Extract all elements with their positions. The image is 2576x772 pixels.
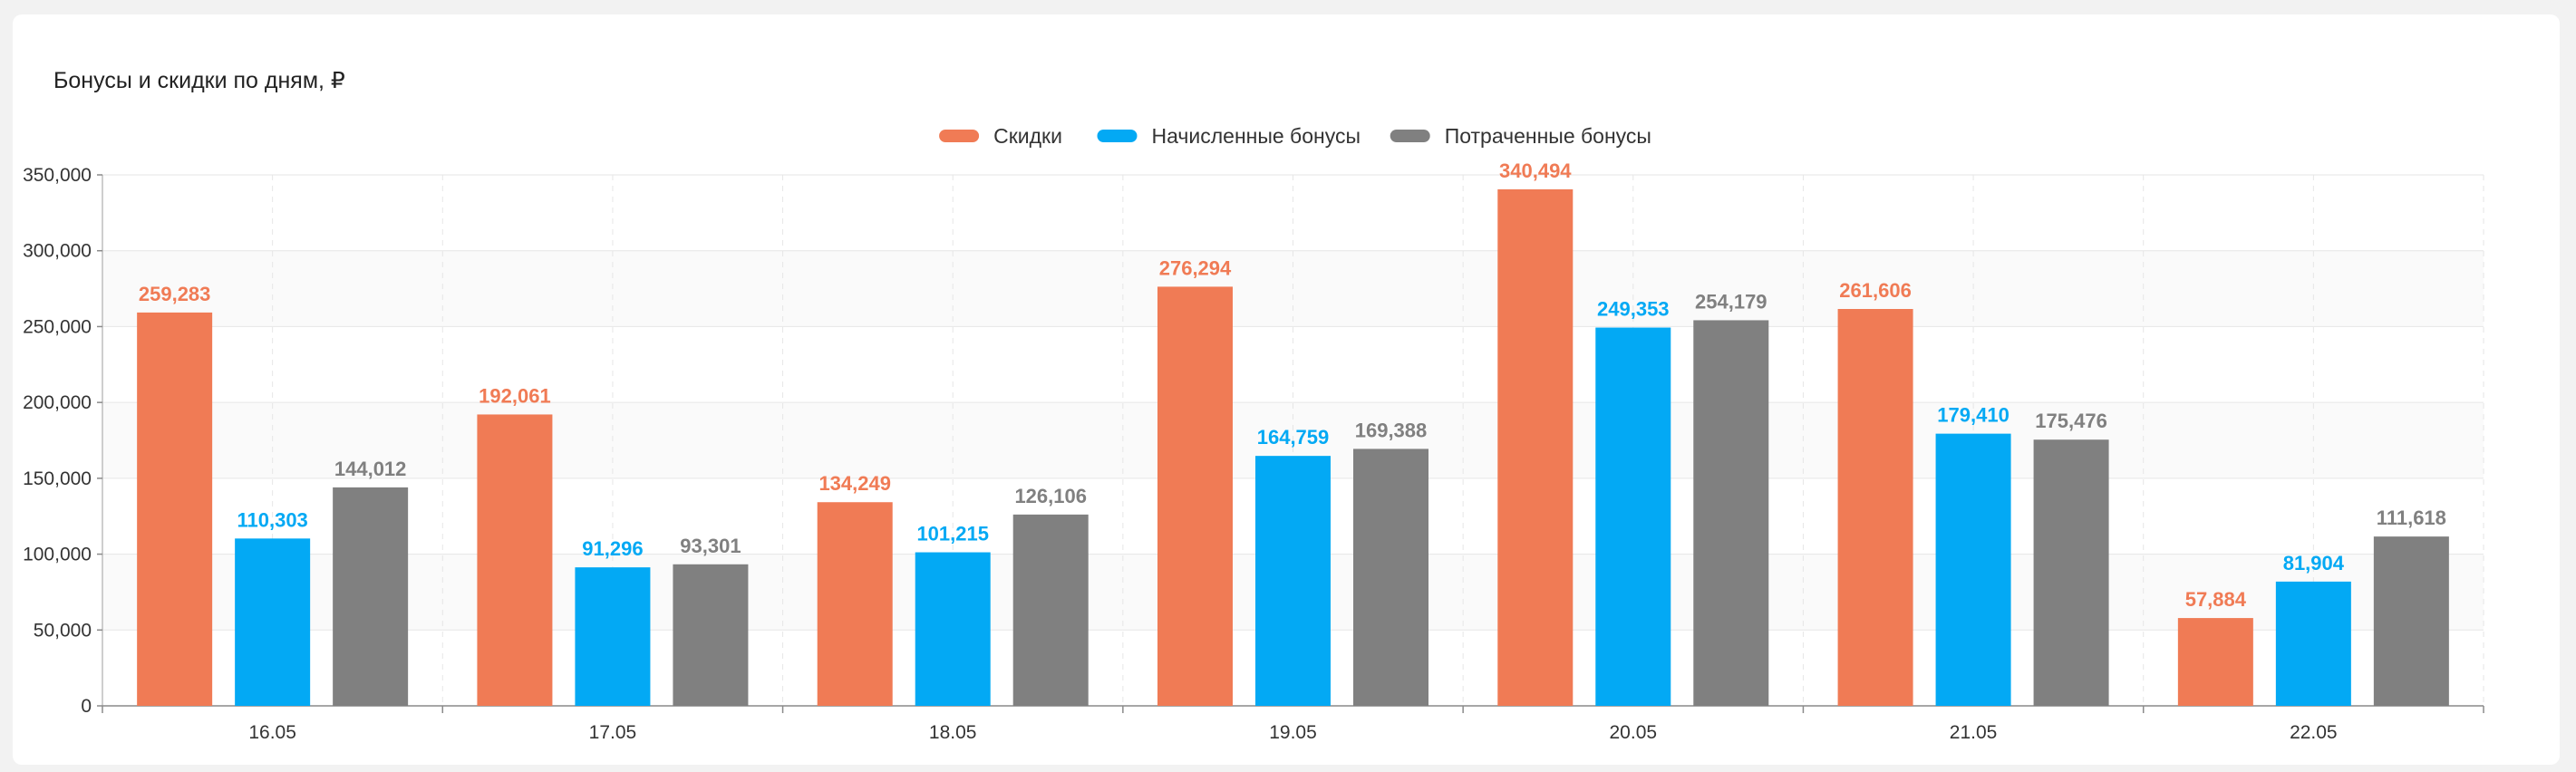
- data-label: 164,759: [1257, 426, 1330, 449]
- bar: [1935, 433, 2011, 706]
- x-tick-label: 20.05: [1610, 722, 1658, 743]
- bar: [2275, 581, 2351, 706]
- y-tick-label: 50,000: [34, 620, 92, 641]
- legend-label: Потраченные бонусы: [1445, 124, 1651, 148]
- data-label: 169,388: [1355, 419, 1428, 441]
- legend-swatch: [1097, 130, 1138, 142]
- y-tick-label: 200,000: [23, 392, 92, 413]
- chart-title: Бонусы и скидки по дням, ₽: [53, 68, 345, 93]
- y-tick-label: 150,000: [23, 468, 92, 489]
- bar: [817, 502, 893, 706]
- x-tick-label: 16.05: [248, 722, 296, 743]
- bar: [2177, 618, 2253, 706]
- data-label: 175,476: [2035, 410, 2107, 432]
- data-label: 93,301: [680, 535, 741, 557]
- data-label: 254,179: [1695, 290, 1767, 313]
- legend-swatch: [1390, 130, 1430, 142]
- bar: [477, 414, 553, 706]
- x-tick-label: 17.05: [589, 722, 637, 743]
- bar: [915, 552, 991, 706]
- legend-swatch: [939, 130, 980, 142]
- data-label: 110,303: [237, 508, 307, 531]
- data-label: 57,884: [2185, 588, 2247, 611]
- y-tick-label: 100,000: [23, 545, 92, 565]
- y-tick-label: 250,000: [23, 316, 92, 337]
- bar: [1693, 320, 1769, 706]
- x-tick-label: 22.05: [2290, 722, 2338, 743]
- data-label: 276,294: [1159, 256, 1232, 279]
- bar: [1353, 449, 1428, 706]
- data-label: 179,410: [1937, 404, 2009, 427]
- bar: [1837, 308, 1913, 706]
- y-tick-label: 300,000: [23, 241, 92, 262]
- bar: [2373, 536, 2449, 706]
- data-label: 111,618: [2377, 507, 2446, 529]
- bar: [2033, 439, 2109, 706]
- bar: [1157, 286, 1233, 706]
- data-label: 91,296: [582, 537, 643, 560]
- legend-label: Начисленные бонусы: [1152, 124, 1361, 148]
- legend-label: Скидки: [993, 124, 1062, 148]
- bar: [575, 567, 651, 706]
- bar: [1012, 514, 1089, 706]
- data-label: 134,249: [818, 472, 891, 495]
- bar: [673, 564, 749, 706]
- data-label: 259,283: [139, 283, 211, 305]
- y-tick-label: 0: [81, 696, 92, 717]
- bar: [235, 538, 311, 706]
- y-tick-label: 350,000: [23, 165, 92, 186]
- bar: [1595, 327, 1671, 706]
- data-label: 126,106: [1014, 485, 1087, 507]
- bar: [1497, 188, 1574, 706]
- data-label: 101,215: [916, 523, 989, 545]
- data-label: 81,904: [2283, 552, 2345, 574]
- x-tick-label: 18.05: [929, 722, 977, 743]
- x-tick-label: 21.05: [1950, 722, 1998, 743]
- x-tick-label: 19.05: [1269, 722, 1317, 743]
- data-label: 144,012: [334, 458, 407, 480]
- data-label: 261,606: [1839, 279, 1912, 302]
- data-label: 340,494: [1499, 159, 1572, 182]
- data-label: 192,061: [479, 384, 551, 407]
- bar: [333, 487, 409, 706]
- data-label: 249,353: [1597, 298, 1670, 321]
- bar: [137, 312, 213, 706]
- bar: [1255, 456, 1331, 706]
